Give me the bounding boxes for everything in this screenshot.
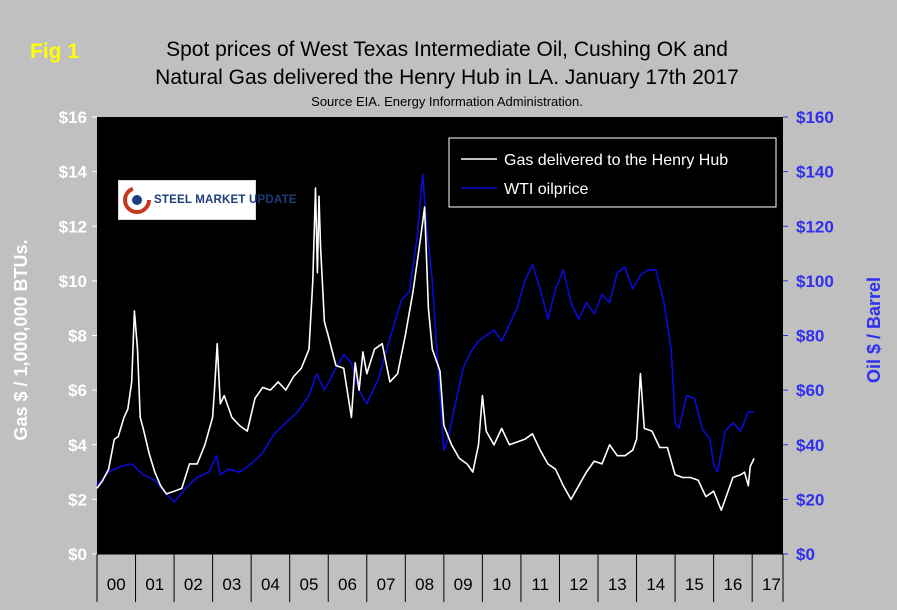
right-axis-tick-label: $80 [796,327,824,346]
x-axis-band [97,554,783,604]
left-axis-tick-label: $2 [68,490,87,509]
legend: Gas delivered to the Henry Hub WTI oilpr… [448,137,777,208]
x-axis-tick-label: 10 [492,575,511,594]
x-axis-tick-label: 00 [107,575,126,594]
x-axis-tick-label: 16 [723,575,742,594]
right-axis-tick-label: $40 [796,436,824,455]
x-axis-tick-label: 07 [377,575,396,594]
left-axis-tick-label: $4 [68,436,87,455]
x-axis-tick-label: 04 [261,575,280,594]
right-axis-tick-label: $140 [796,163,834,182]
fig-label: Fig 1 [30,40,79,63]
x-axis-tick-label: 05 [300,575,319,594]
legend-box [448,137,777,208]
x-axis-tick-label: 14 [646,575,665,594]
y-axis-label-right: Oil $ / Barrel [864,277,884,383]
left-axis: $0 $2 $4 $6 $8 $10 $12 $14 $16 [59,108,97,564]
left-axis-tick-label: $10 [59,272,87,291]
x-axis-tick-label: 13 [608,575,627,594]
x-axis-tick-label: 17 [762,575,781,594]
right-axis: $0 $20 $40 $60 $80 $100 $120 $140 $160 [783,108,834,564]
left-axis-tick-label: $14 [59,163,88,182]
x-axis-tick-label: 03 [222,575,241,594]
chart-title-line-2: Natural Gas delivered the Henry Hub in L… [155,66,739,89]
right-axis-tick-label: $0 [796,545,815,564]
series-line-oil [96,173,755,503]
left-axis-tick-label: $6 [68,381,87,400]
x-axis-tick-label: 09 [454,575,473,594]
left-axis-tick-label: $8 [68,327,87,346]
left-axis-tick-label: $16 [59,108,87,127]
x-axis: 00 01 02 03 04 05 06 07 08 09 10 11 12 13 14 15 16 17 [96,553,784,602]
series-line-gas [96,187,755,512]
x-axis-tick-label: 01 [145,575,164,594]
steel-market-update-logo: STEEL MARKET UPDATE [118,180,296,220]
logo-text: STEEL MARKET UPDATE [154,194,297,206]
right-axis-tick-label: $160 [796,108,834,127]
y-axis-label-left: Gas $ / 1,000,000 BTUs. [11,239,31,440]
logo-swoosh-icon [123,186,151,214]
left-axis-tick-label: $0 [68,545,87,564]
series-layer [96,173,755,512]
legend-label-oil: WTI oilprice [504,181,589,198]
right-axis-tick-label: $60 [796,381,824,400]
right-axis-tick-label: $120 [796,217,834,236]
x-axis-tick-label: 12 [569,575,588,594]
chart-source: Source EIA. Energy Information Administr… [311,94,583,109]
chart-title-line-1: Spot prices of West Texas Intermediate O… [166,38,728,61]
x-axis-tick-label: 15 [685,575,704,594]
left-axis-tick-label: $12 [59,217,87,236]
legend-label-gas: Gas delivered to the Henry Hub [504,152,728,169]
right-axis-tick-label: $20 [796,490,824,509]
x-axis-tick-label: 08 [415,575,434,594]
x-axis-tick-label: 11 [531,575,549,594]
right-axis-tick-label: $100 [796,272,834,291]
x-axis-tick-label: 06 [338,575,357,594]
x-axis-tick-label: 02 [184,575,203,594]
